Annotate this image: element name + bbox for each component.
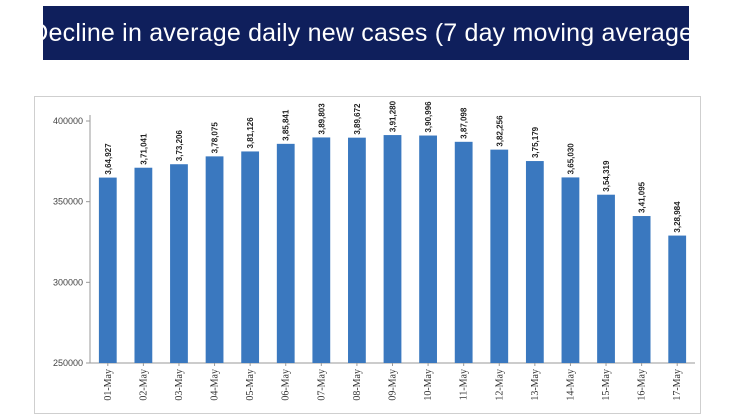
- bar: [348, 137, 366, 363]
- data-label: 3,64,927: [104, 143, 113, 175]
- bar: [597, 194, 615, 363]
- data-label: 3,65,030: [566, 143, 575, 175]
- x-tick-label: 11-May: [459, 369, 470, 400]
- data-label: 3,73,206: [175, 130, 184, 162]
- x-tick-label: 05-May: [245, 369, 256, 401]
- data-label: 3,71,041: [139, 133, 148, 165]
- data-label: 3,90,996: [424, 101, 433, 133]
- x-tick-label: 03-May: [174, 369, 185, 401]
- data-label: 3,91,280: [389, 100, 398, 132]
- x-tick-label: 07-May: [316, 369, 327, 401]
- bar-chart: 250000 300000 350000 400000 3,64,927 01-May 3,…: [53, 100, 695, 401]
- data-label: 3,81,126: [246, 117, 255, 149]
- title-banner: Decline in average daily new cases (7 da…: [30, 6, 702, 60]
- x-tick-label: 15-May: [601, 369, 612, 401]
- x-tick-label: 01-May: [103, 369, 114, 401]
- x-tick-label: 16-May: [637, 369, 648, 401]
- bar: [205, 156, 224, 363]
- data-label: 3,87,098: [460, 107, 469, 139]
- x-tick-label: 17-May: [672, 369, 683, 401]
- bar: [312, 137, 331, 363]
- x-tick-label: 12-May: [494, 369, 505, 401]
- data-label: 3,78,075: [211, 122, 220, 154]
- x-tick-label: 02-May: [138, 369, 149, 401]
- y-tick-label: 400000: [53, 116, 83, 126]
- bar: [170, 164, 188, 363]
- data-label: 3,82,256: [495, 115, 504, 147]
- data-label: 3,75,179: [531, 126, 540, 158]
- y-tick-label: 250000: [53, 358, 83, 368]
- data-label: 3,41,095: [638, 181, 647, 213]
- x-tick-label: 08-May: [352, 369, 363, 401]
- bar: [98, 177, 117, 363]
- x-tick-label: 14-May: [565, 369, 576, 401]
- bar: [525, 161, 544, 363]
- x-tick-label: 06-May: [281, 369, 292, 401]
- bar: [383, 135, 402, 363]
- page-title: Decline in average daily new cases (7 da…: [30, 18, 702, 47]
- x-tick-label: 04-May: [210, 369, 221, 401]
- bar: [632, 216, 651, 363]
- chart-frame: 250000 300000 350000 400000 3,64,927 01-May 3,…: [34, 96, 701, 414]
- x-tick-label: 13-May: [530, 369, 541, 401]
- bar: [276, 143, 295, 363]
- x-tick-label: 10-May: [423, 369, 434, 401]
- bar: [419, 135, 437, 363]
- y-tick-label: 300000: [53, 277, 83, 287]
- data-label: 3,89,803: [317, 103, 326, 135]
- data-label: 3,85,841: [282, 109, 291, 141]
- data-label: 3,54,319: [602, 160, 611, 192]
- x-tick-label: 09-May: [388, 369, 399, 401]
- data-label: 3,89,672: [353, 103, 362, 135]
- bar: [241, 151, 260, 363]
- bar: [561, 177, 580, 363]
- bar: [134, 167, 153, 363]
- bar: [490, 149, 509, 363]
- data-label: 3,28,984: [673, 201, 682, 233]
- bar: [454, 141, 473, 363]
- bar: [668, 235, 687, 363]
- y-tick-label: 350000: [53, 197, 83, 207]
